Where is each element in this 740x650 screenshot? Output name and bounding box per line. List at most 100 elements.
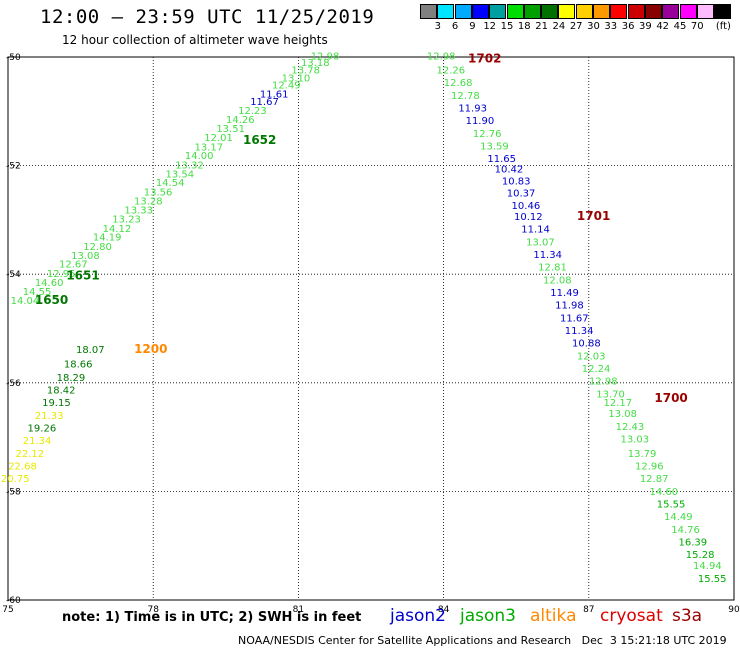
legend-unit: (ft) (715, 21, 731, 32)
wave-height-label: 13.17 (195, 142, 224, 153)
wave-height-label: 14.26 (226, 115, 255, 126)
wave-height-label: 13.79 (628, 449, 657, 460)
legend-swatch (696, 4, 714, 19)
legend-swatch (662, 4, 680, 19)
wave-height-label: 15.55 (698, 574, 727, 585)
wave-height-label: 13.03 (620, 435, 649, 446)
pass-time-label: 1700 (654, 391, 687, 405)
wave-height-points: 14.0414.5514.6012.9512.6713.0812.8014.19… (1, 52, 727, 585)
legend-swatch (420, 4, 437, 19)
legend-swatch (627, 4, 645, 19)
legend-label: 36 (621, 21, 635, 32)
legend-label: 6 (451, 21, 459, 32)
satellite-name-jason3: jason3 (460, 606, 516, 626)
plot-border (7, 56, 735, 601)
lon-tick-label: 90 (728, 605, 740, 615)
wave-height-label: 12.98 (427, 52, 456, 63)
axis-ticks: 75 78 81 84 87 90 -50 -52 -54 -56 -58 -60 (2, 53, 740, 615)
lon-tick-label: 78 (147, 605, 159, 615)
legend-swatch (471, 4, 489, 19)
lon-tick-label: 75 (2, 605, 13, 615)
lon-tick-label: 87 (583, 605, 594, 615)
satellite-name-jason2: jason2 (390, 606, 446, 626)
map-grid (7, 56, 735, 601)
wave-height-label: 18.66 (64, 360, 93, 371)
wave-height-label: 14.60 (649, 487, 678, 498)
wave-height-label: 14.60 (35, 278, 64, 289)
legend-label: 18 (517, 21, 531, 32)
wave-height-label: 12.67 (59, 260, 88, 271)
wave-height-label: 12.98 (311, 52, 340, 63)
legend-label: 3 (434, 21, 441, 32)
wave-height-label: 10.37 (507, 189, 536, 200)
legend-label: 30 (587, 21, 600, 32)
wave-height-label: 10.46 (512, 201, 541, 212)
legend-swatch (714, 4, 732, 19)
legend-label: 42 (656, 21, 670, 32)
wave-height-label: 15.28 (686, 550, 715, 561)
wave-height-label: 12.49 (272, 80, 301, 91)
wave-height-label: 11.67 (250, 97, 279, 108)
wave-height-label: 11.49 (550, 288, 579, 299)
wave-height-label: 12.68 (444, 78, 473, 89)
wave-height-label: 10.12 (514, 212, 543, 223)
wave-height-label: 22.68 (8, 462, 37, 473)
pass-time-label: 1200 (134, 342, 167, 356)
lon-tick-label: 81 (293, 605, 304, 615)
pass-time-label: 1651 (66, 269, 99, 283)
wave-height-label: 12.87 (640, 474, 669, 485)
wave-height-label: 14.55 (23, 287, 52, 298)
wave-height-label: 13.32 (175, 160, 204, 171)
wave-height-label: 12.95 (47, 269, 76, 280)
wave-height-label: 15.55 (657, 500, 686, 511)
wave-height-label: 14.04 (11, 296, 40, 307)
legend-swatch (454, 4, 472, 19)
lat-tick-label: -56 (6, 379, 21, 389)
credit-text: NOAA/NESDIS Center for Satellite Applica… (238, 634, 572, 647)
page-subtitle: 12 hour collection of altimeter wave hei… (62, 33, 328, 47)
legend-label: 9 (469, 21, 476, 32)
pass-time-label: 1701 (577, 209, 610, 223)
wave-height-label: 11.34 (565, 326, 594, 337)
legend-label: 27 (569, 21, 583, 32)
wave-height-label: 12.24 (582, 364, 611, 375)
wave-height-label: 13.10 (282, 73, 311, 84)
wave-height-label: 18.29 (57, 373, 86, 384)
lat-tick-label: -54 (6, 270, 21, 280)
wave-height-label: 14.12 (103, 224, 132, 235)
legend-swatch (593, 4, 610, 19)
legend-swatch (575, 4, 593, 19)
wave-height-label: 20.75 (1, 474, 30, 485)
pass-time-label: 1650 (35, 293, 68, 307)
wave-height-label: 13.33 (124, 205, 153, 216)
wave-height-label: 13.18 (301, 58, 330, 69)
wave-height-label: 11.61 (260, 90, 289, 101)
legend-label: 39 (639, 21, 652, 32)
wave-height-label: 11.98 (555, 300, 584, 311)
wave-height-label: 21.33 (35, 411, 64, 422)
lat-tick-label: -58 (6, 487, 21, 497)
legend-swatch (489, 4, 507, 19)
track-1650: 14.0414.5514.6012.9512.6713.0812.8014.19… (11, 52, 340, 307)
wave-height-label: 13.54 (165, 170, 194, 181)
wave-height-label: 13.59 (480, 141, 509, 152)
wave-height-label: 13.56 (144, 187, 173, 198)
wave-height-label: 12.08 (543, 275, 572, 286)
wave-height-label: 13.08 (71, 251, 100, 262)
wave-height-label: 11.34 (533, 250, 562, 261)
wave-height-label: 12.78 (451, 91, 480, 102)
satellite-name-s3a: s3a (672, 606, 703, 626)
wave-height-label: 13.51 (216, 124, 245, 135)
page-title: 12:00 – 23:59 UTC 11/25/2019 (40, 6, 375, 28)
lon-tick-label: 84 (438, 605, 450, 615)
wave-height-label: 16.39 (679, 538, 708, 549)
wave-height-label: 12.98 (589, 376, 618, 387)
wave-height-label: 22.12 (15, 449, 44, 460)
wave-height-label: 14.00 (185, 151, 214, 162)
wave-height-label: 14.19 (93, 233, 122, 244)
legend-swatch (610, 4, 628, 19)
wave-height-label: 19.15 (42, 398, 71, 409)
legend-swatch (644, 4, 662, 19)
legend-label: 70 (690, 21, 704, 32)
